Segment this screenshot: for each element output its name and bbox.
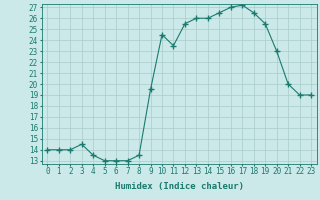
- X-axis label: Humidex (Indice chaleur): Humidex (Indice chaleur): [115, 182, 244, 191]
